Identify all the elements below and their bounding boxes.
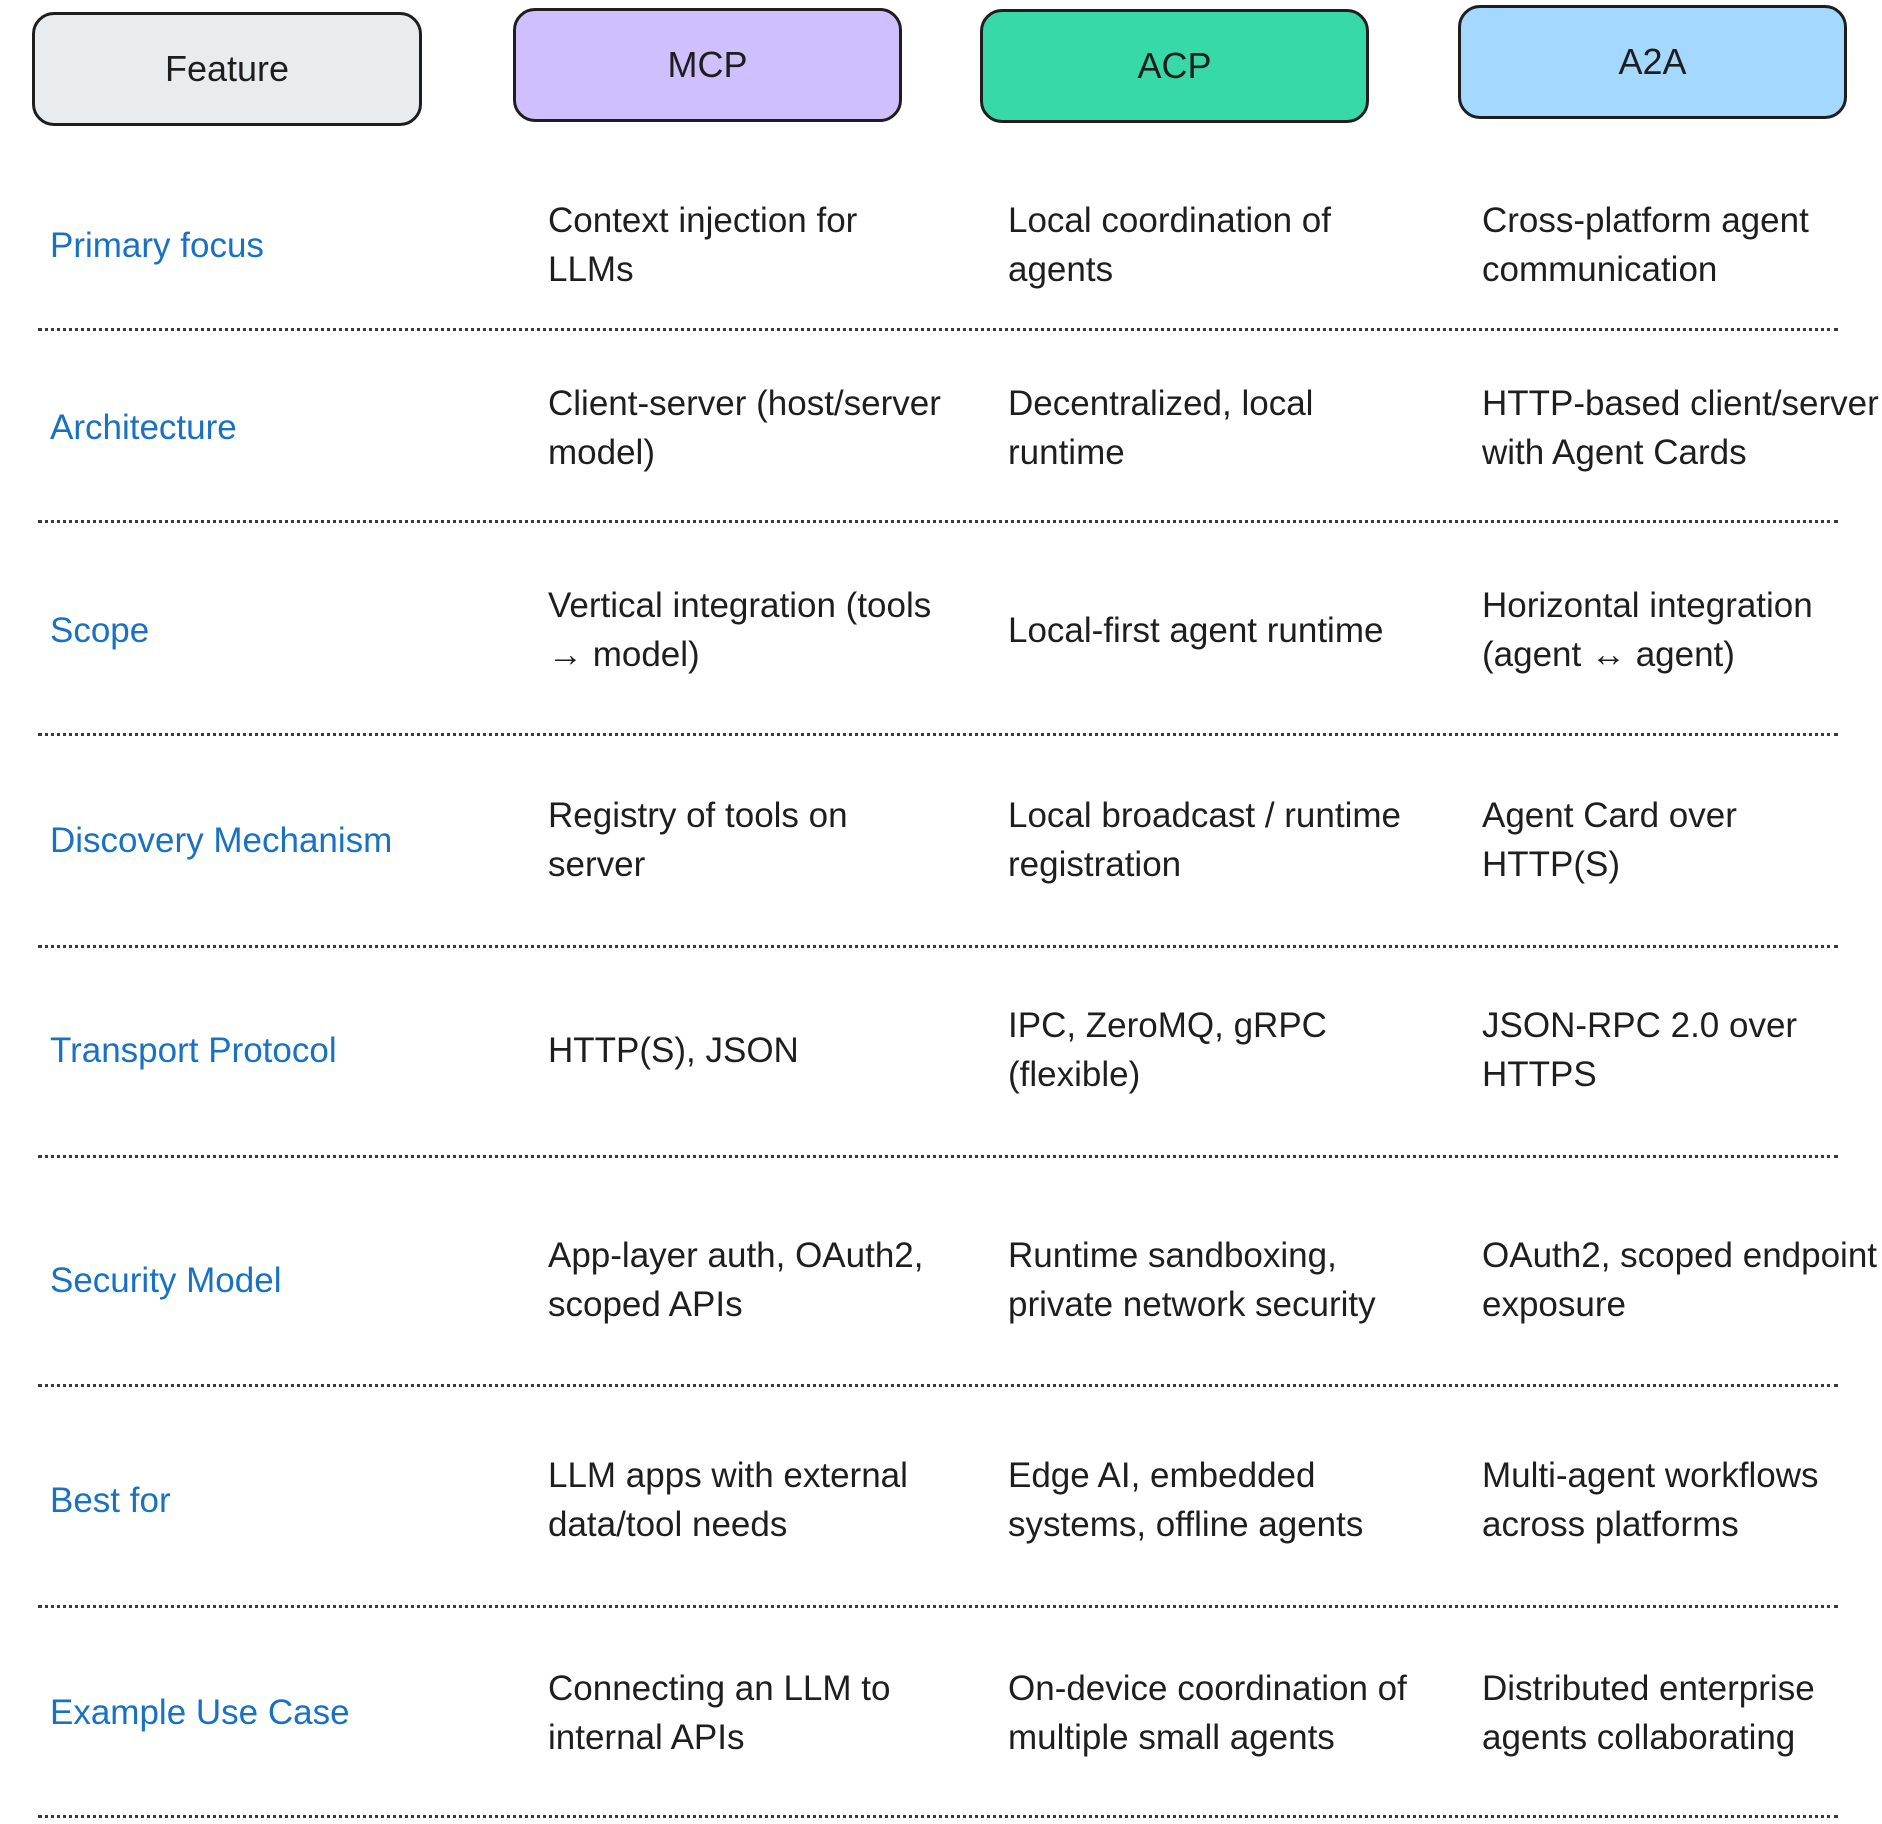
header-feature-label: Feature (164, 48, 290, 89)
row-divider (38, 945, 1838, 948)
mcp-cell: Connecting an LLM to internal APIs (548, 1668, 891, 1757)
row-divider (38, 1384, 1838, 1387)
a2a-cell: Horizontal integration (agent ↔ agent) (1482, 586, 1813, 674)
acp-cell: Edge AI, embedded systems, offline agent… (1008, 1456, 1364, 1544)
row-primary-focus: Primary focus Context injection for LLMs… (0, 170, 1882, 320)
acp-cell: Local coordination of agents (1008, 201, 1331, 289)
row-example-use-case: Example Use Case Connecting an LLM to in… (0, 1615, 1882, 1810)
feature-label: Scope (50, 610, 150, 650)
a2a-cell: Multi-agent workflows across platforms (1482, 1456, 1819, 1544)
row-discovery-mechanism: Discovery Mechanism Registry of tools on… (0, 750, 1882, 930)
feature-label: Architecture (50, 408, 237, 447)
row-architecture: Architecture Client-server (host/server … (0, 340, 1882, 515)
feature-label: Security Model (50, 1260, 282, 1300)
header-mcp-label: MCP (667, 44, 748, 85)
header-a2a: A2A (1458, 5, 1847, 119)
header-a2a-label: A2A (1618, 41, 1687, 82)
header-mcp: MCP (513, 8, 902, 122)
feature-label: Discovery Mechanism (50, 820, 393, 860)
a2a-cell: Agent Card over HTTP(S) (1482, 796, 1737, 884)
acp-cell: Local broadcast / runtime registration (1008, 796, 1401, 884)
row-divider (38, 1155, 1838, 1158)
row-scope: Scope Vertical integration (tools → mode… (0, 540, 1882, 720)
a2a-cell: HTTP-based client/server with Agent Card… (1482, 383, 1879, 472)
mcp-cell: Vertical integration (tools → model) (548, 586, 932, 674)
row-transport-protocol: Transport Protocol HTTP(S), JSON IPC, Ze… (0, 960, 1882, 1140)
a2a-cell: Distributed enterprise agents collaborat… (1482, 1668, 1815, 1757)
acp-cell: Runtime sandboxing, private network secu… (1008, 1236, 1376, 1324)
acp-cell: Decentralized, local runtime (1008, 383, 1314, 472)
header-acp-label: ACP (1137, 45, 1212, 86)
a2a-cell: OAuth2, scoped endpoint exposure (1482, 1236, 1878, 1324)
mcp-cell: HTTP(S), JSON (548, 1030, 799, 1070)
feature-label: Primary focus (50, 225, 264, 265)
mcp-cell: LLM apps with external data/tool needs (548, 1456, 908, 1544)
header-feature: Feature (32, 12, 422, 126)
mcp-cell: Registry of tools on server (548, 796, 848, 884)
row-divider (38, 328, 1838, 331)
row-divider (38, 1605, 1838, 1608)
acp-cell: IPC, ZeroMQ, gRPC (flexible) (1008, 1006, 1327, 1094)
a2a-cell: JSON-RPC 2.0 over HTTPS (1482, 1006, 1798, 1094)
a2a-cell: Cross-platform agent communication (1482, 201, 1809, 289)
mcp-cell: Client-server (host/server model) (548, 383, 941, 472)
row-divider (38, 1815, 1838, 1818)
row-divider (38, 733, 1838, 736)
mcp-cell: Context injection for LLMs (548, 201, 858, 289)
acp-cell: On-device coordination of multiple small… (1008, 1668, 1407, 1757)
row-divider (38, 520, 1838, 523)
feature-label: Example Use Case (50, 1693, 350, 1732)
row-security-model: Security Model App-layer auth, OAuth2, s… (0, 1180, 1882, 1380)
mcp-cell: App-layer auth, OAuth2, scoped APIs (548, 1236, 924, 1324)
feature-label: Transport Protocol (50, 1030, 337, 1070)
row-best-for: Best for LLM apps with external data/too… (0, 1400, 1882, 1600)
header-acp: ACP (980, 9, 1369, 123)
acp-cell: Local-first agent runtime (1008, 610, 1384, 650)
feature-label: Best for (50, 1480, 171, 1520)
